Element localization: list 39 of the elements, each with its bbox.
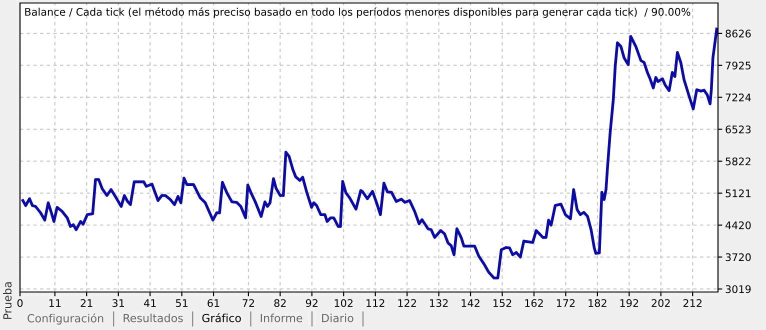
line-series [21, 28, 718, 280]
y-tick-label: 5121 [726, 189, 750, 198]
text: Gráfico [202, 313, 241, 322]
y-tick-label: 8626 [726, 30, 751, 38]
x-tick-label: 31 [112, 299, 124, 308]
x-tick-label: 102 [334, 299, 353, 308]
y-tick-label: 5822 [726, 157, 750, 166]
x-tick-label: 82 [274, 299, 286, 308]
chart-title: Balance / Cada tick (el método más preciso basado en todo los períodos menores disponibles para generar cada tick) / 90.00% [25, 7, 690, 18]
y-tick-label: 3019 [726, 285, 751, 294]
x-tick-label: 41 [144, 299, 156, 307]
y-tick-label: 7224 [726, 94, 751, 102]
y-tick-label: 6523 [726, 125, 751, 134]
x-tick-label: 51 [176, 299, 188, 308]
x-tick-label: 152 [493, 299, 512, 308]
y-tick-label: 7925 [726, 62, 751, 70]
x-tick-label: 172 [556, 299, 575, 307]
y-tick-label: 3720 [726, 253, 751, 262]
text: Diario [322, 314, 354, 322]
x-tick-label: 202 [652, 299, 670, 308]
y-tick-label: 4420 [725, 221, 751, 230]
x-tick-label: 0 [17, 299, 23, 308]
x-tick-label: 11 [49, 299, 61, 307]
text: Informe [260, 314, 302, 322]
x-tick-label: 92 [306, 299, 318, 308]
x-tick-label: 122 [398, 299, 416, 307]
x-tick-label: 61 [208, 299, 220, 308]
x-tick-label: 132 [430, 299, 448, 308]
x-tick-label: 72 [242, 299, 254, 307]
text: Configuración [28, 313, 104, 325]
text: Resultados [124, 314, 183, 322]
x-tick-label: 192 [620, 299, 638, 308]
x-tick-label: 162 [525, 299, 543, 308]
text: Prueba [3, 282, 12, 319]
x-tick-label: 21 [80, 299, 92, 307]
x-tick-label: 142 [462, 299, 480, 307]
x-tick-label: 182 [588, 299, 606, 308]
x-tick-label: 112 [366, 299, 384, 307]
x-tick-label: 212 [683, 299, 702, 307]
